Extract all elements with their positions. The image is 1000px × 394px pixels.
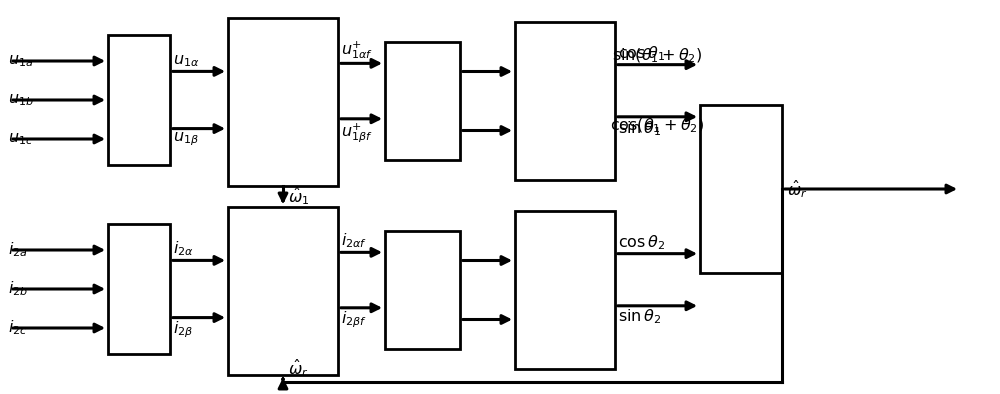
Text: $i_{2c}$: $i_{2c}$ xyxy=(8,319,28,337)
Text: $\sin\theta_2$: $\sin\theta_2$ xyxy=(618,308,661,327)
Bar xyxy=(108,35,170,165)
Text: $\hat{\omega}_r$: $\hat{\omega}_r$ xyxy=(787,178,808,200)
Text: $u_{1c}$: $u_{1c}$ xyxy=(8,131,33,147)
Text: $i_{2b}$: $i_{2b}$ xyxy=(8,280,28,298)
Bar xyxy=(385,42,460,160)
Text: $\hat{\omega}_r$: $\hat{\omega}_r$ xyxy=(288,357,309,379)
Bar xyxy=(700,105,782,273)
Text: $\cos\theta_1$: $\cos\theta_1$ xyxy=(618,44,665,63)
Bar xyxy=(228,18,338,186)
Text: $u_{1a}$: $u_{1a}$ xyxy=(8,53,33,69)
Text: $\hat{\omega}_1$: $\hat{\omega}_1$ xyxy=(288,186,310,207)
Text: $u_{1b}$: $u_{1b}$ xyxy=(8,92,34,108)
Text: $\sin\theta_1$: $\sin\theta_1$ xyxy=(618,119,661,138)
Text: $u_{1\beta}$: $u_{1\beta}$ xyxy=(173,130,199,148)
Bar xyxy=(385,231,460,349)
Text: $i_{2\beta f}$: $i_{2\beta f}$ xyxy=(341,310,367,331)
Text: $\sin(\theta_1+\theta_2)$: $\sin(\theta_1+\theta_2)$ xyxy=(612,46,703,65)
Bar xyxy=(515,211,615,369)
Text: $u_{1\alpha}$: $u_{1\alpha}$ xyxy=(173,54,199,69)
Text: $\cos(\theta_1+\theta_2)$: $\cos(\theta_1+\theta_2)$ xyxy=(610,117,705,135)
Text: $i_{2\beta}$: $i_{2\beta}$ xyxy=(173,320,193,340)
Text: $u^{+}_{1\beta f}$: $u^{+}_{1\beta f}$ xyxy=(341,121,373,145)
Text: $i_{2\alpha f}$: $i_{2\alpha f}$ xyxy=(341,232,367,250)
Text: $u^{+}_{1\alpha f}$: $u^{+}_{1\alpha f}$ xyxy=(341,39,373,61)
Bar xyxy=(228,207,338,375)
Bar xyxy=(108,224,170,354)
Bar xyxy=(515,22,615,180)
Text: $i_{2\alpha}$: $i_{2\alpha}$ xyxy=(173,240,194,258)
Text: $i_{2a}$: $i_{2a}$ xyxy=(8,241,28,259)
Text: $\cos\theta_2$: $\cos\theta_2$ xyxy=(618,233,665,252)
